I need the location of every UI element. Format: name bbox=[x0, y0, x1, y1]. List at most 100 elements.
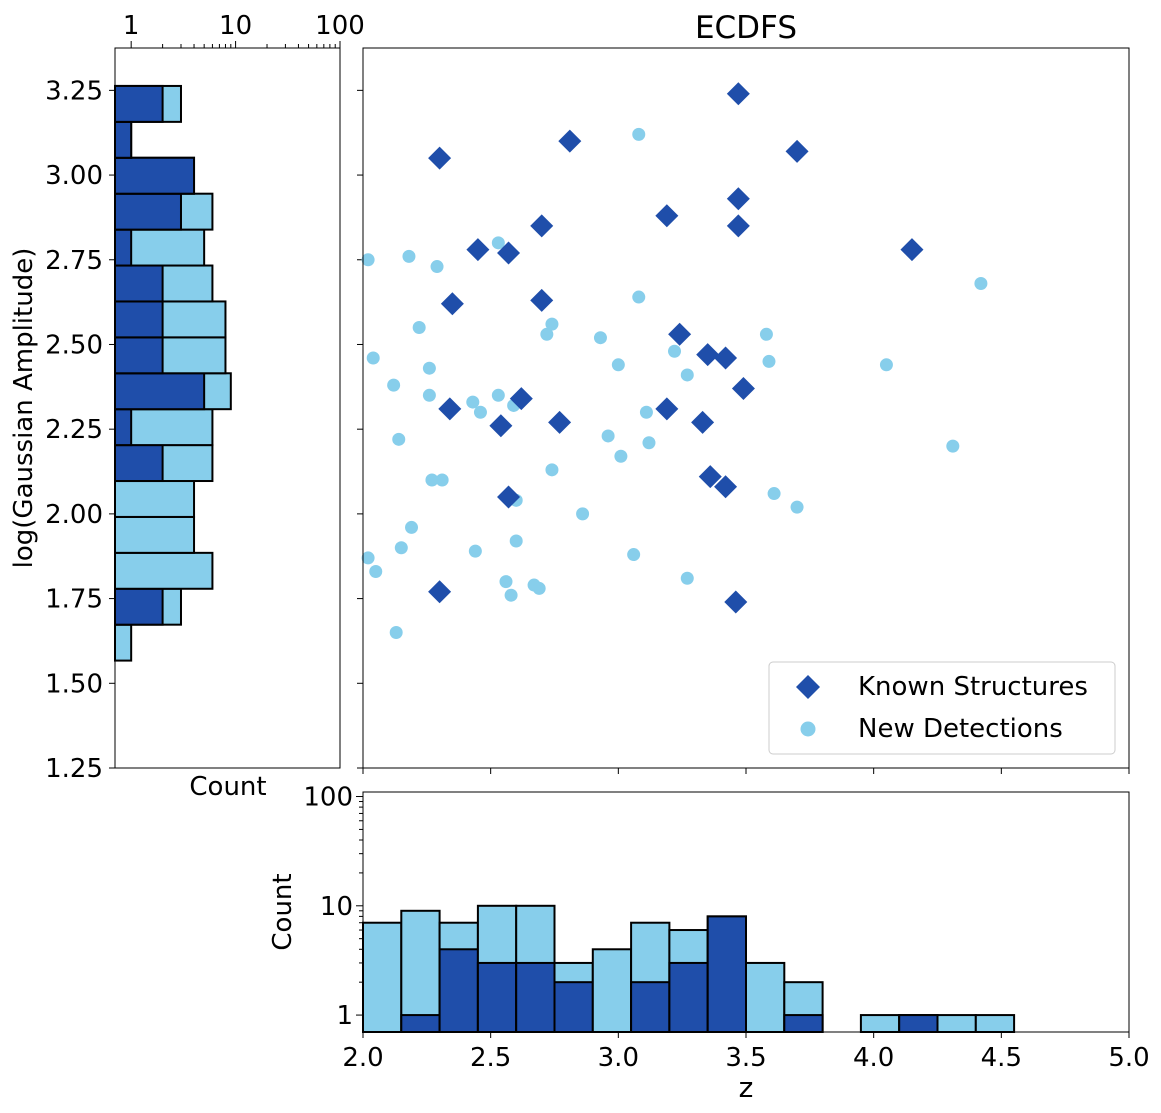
left-ytick-label: 2.75 bbox=[45, 246, 103, 276]
left-bar-known bbox=[114, 408, 133, 447]
new-detection-point bbox=[974, 276, 988, 290]
bottom-ytick-label: 10 bbox=[320, 892, 353, 922]
bottom-xtick-label: 2.5 bbox=[470, 1043, 511, 1073]
left-bar-known bbox=[114, 84, 164, 123]
known-structure-point bbox=[489, 414, 513, 438]
new-detection-point bbox=[361, 253, 375, 267]
left-histogram-bars bbox=[114, 84, 232, 662]
bottom-bar-new bbox=[362, 921, 403, 1033]
known-structure-point bbox=[509, 387, 533, 411]
legend: Known Structures New Detections bbox=[768, 661, 1116, 755]
new-detection-point bbox=[369, 564, 383, 578]
new-detection-point bbox=[632, 290, 646, 304]
new-detection-point bbox=[532, 581, 546, 595]
new-detection-point bbox=[405, 520, 419, 534]
known-structure-point bbox=[428, 146, 452, 170]
bottom-xtick-label: 2.0 bbox=[342, 1043, 383, 1073]
left-ytick-label: 3.25 bbox=[45, 76, 103, 106]
new-detection-point bbox=[402, 249, 416, 263]
left-ytick-label: 1.25 bbox=[45, 754, 103, 784]
new-detection-point bbox=[491, 236, 505, 250]
known-structure-point bbox=[497, 241, 521, 265]
left-ytick-label: 2.25 bbox=[45, 415, 103, 445]
left-ytick-label: 1.50 bbox=[45, 669, 103, 699]
new-detection-point bbox=[680, 571, 694, 585]
known-structure-point bbox=[785, 139, 809, 163]
bottom-bar-known bbox=[783, 1014, 824, 1034]
known-structure-point bbox=[900, 238, 924, 262]
new-detection-point bbox=[767, 487, 781, 501]
left-xtick-label: 10 bbox=[219, 11, 252, 41]
known-structure-point bbox=[668, 322, 692, 346]
new-detection-point bbox=[389, 625, 403, 639]
bottom-xtick-label: 3.5 bbox=[725, 1043, 766, 1073]
new-detection-point bbox=[412, 321, 426, 335]
new-detection-point bbox=[430, 260, 444, 274]
new-detection-point bbox=[614, 449, 628, 463]
known-structure-point bbox=[655, 397, 679, 421]
bottom-histogram-ylabel: Count bbox=[268, 873, 298, 950]
scatter-ticks bbox=[357, 89, 1130, 774]
bottom-bar-new bbox=[400, 909, 441, 1033]
legend-known-label: Known Structures bbox=[858, 672, 1088, 702]
known-structure-point bbox=[558, 129, 582, 153]
bottom-bar-known bbox=[630, 981, 671, 1033]
bottom-bar-new bbox=[936, 1014, 977, 1034]
left-bar-new bbox=[114, 515, 196, 554]
new-detection-point bbox=[540, 327, 554, 341]
legend-known-marker bbox=[796, 675, 820, 699]
known-structure-point bbox=[497, 485, 521, 509]
known-structure-point bbox=[655, 204, 679, 228]
known-structure-point bbox=[530, 214, 554, 238]
known-structure-point bbox=[726, 187, 750, 211]
new-detection-point bbox=[642, 436, 656, 450]
known-structure-point bbox=[714, 475, 738, 499]
known-structure-point bbox=[726, 214, 750, 238]
new-detection-point bbox=[394, 541, 408, 555]
legend-new-marker bbox=[800, 721, 816, 737]
new-detection-point bbox=[632, 127, 646, 141]
left-bar-known bbox=[114, 444, 164, 483]
bottom-bar-new bbox=[591, 948, 633, 1033]
left-histogram-ticks: 1.25 1.50 1.75 2.00 2.25 2.50 2.75 3.00 3.25 1 10 1… bbox=[45, 11, 365, 784]
new-detection-point bbox=[504, 588, 518, 602]
known-structure-point bbox=[714, 346, 738, 370]
left-histogram-frame bbox=[114, 47, 341, 769]
left-bar-known bbox=[114, 228, 133, 267]
new-detection-point bbox=[425, 473, 439, 487]
bottom-xtick-label: 4.5 bbox=[981, 1043, 1022, 1073]
known-structure-point bbox=[726, 82, 750, 106]
new-detection-point bbox=[593, 331, 607, 345]
bottom-bar-known bbox=[515, 961, 556, 1033]
new-detection-point bbox=[466, 395, 480, 409]
x-axis-label: z bbox=[739, 1071, 754, 1104]
known-structure-point bbox=[691, 410, 715, 434]
bottom-bar-new bbox=[859, 1014, 901, 1034]
bottom-ytick-label: 1 bbox=[336, 1001, 353, 1031]
new-detection-point bbox=[601, 429, 615, 443]
left-ytick-label: 3.00 bbox=[45, 161, 103, 191]
new-detection-point bbox=[790, 500, 804, 514]
left-bar-new bbox=[114, 480, 196, 518]
y-axis-label: log(Gaussian Amplitude) bbox=[9, 248, 39, 569]
known-structure-point bbox=[530, 288, 554, 312]
new-detection-point bbox=[422, 388, 436, 402]
new-detection-point bbox=[627, 548, 641, 562]
new-detection-point bbox=[392, 432, 406, 446]
known-structure-point bbox=[724, 590, 748, 614]
scatter-frame bbox=[362, 47, 1130, 769]
left-bar-known bbox=[114, 156, 196, 195]
known-structure-point bbox=[698, 465, 722, 489]
scatter-panel: ECDFS Known Structures New Detections bbox=[357, 10, 1130, 774]
known-structure-point bbox=[696, 343, 720, 367]
bottom-bar-known bbox=[668, 961, 709, 1033]
new-detection-point bbox=[499, 575, 513, 589]
known-structure-point bbox=[428, 580, 452, 604]
new-detection-point bbox=[668, 344, 682, 358]
left-histogram-xlabel: Count bbox=[189, 772, 266, 802]
left-bar-known bbox=[114, 372, 206, 411]
left-bar-known bbox=[114, 120, 133, 159]
legend-box bbox=[768, 661, 1116, 755]
new-detection-point bbox=[545, 317, 559, 331]
known-structure-point bbox=[548, 410, 572, 434]
